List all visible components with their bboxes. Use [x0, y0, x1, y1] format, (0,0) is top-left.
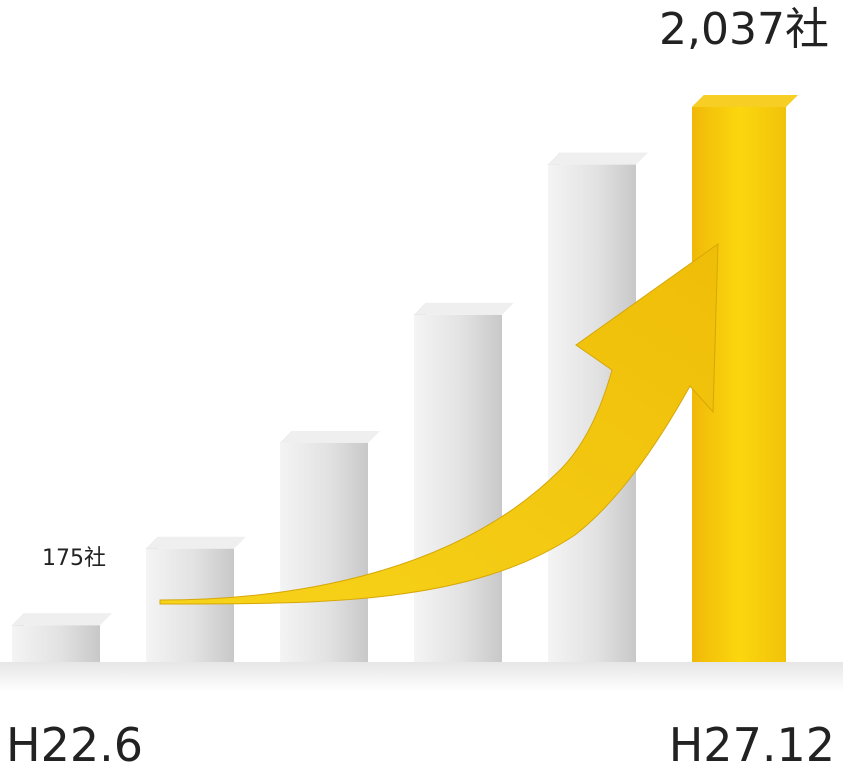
bar-3	[280, 430, 380, 662]
bar-top	[146, 536, 246, 549]
first-value-label: 175社	[42, 546, 106, 571]
bar-front	[146, 548, 234, 662]
bar-top	[12, 613, 112, 626]
bar-front	[280, 442, 368, 662]
bar-top	[280, 430, 380, 443]
bar-top	[548, 152, 648, 165]
bar-front	[12, 625, 100, 662]
x-axis-start-label: H22.6	[6, 718, 144, 772]
growth-arrow	[159, 243, 719, 605]
floor-shadow	[0, 662, 843, 692]
bar-1	[12, 613, 112, 662]
arrow-shape	[159, 243, 719, 605]
x-axis-end-label: H27.12	[668, 718, 835, 772]
bar-top	[414, 302, 514, 315]
bar-top	[692, 95, 798, 107]
bar-front	[414, 314, 502, 662]
bar-4	[414, 302, 514, 662]
bar-2	[146, 536, 246, 662]
last-value-label: 2,037社	[659, 4, 829, 55]
